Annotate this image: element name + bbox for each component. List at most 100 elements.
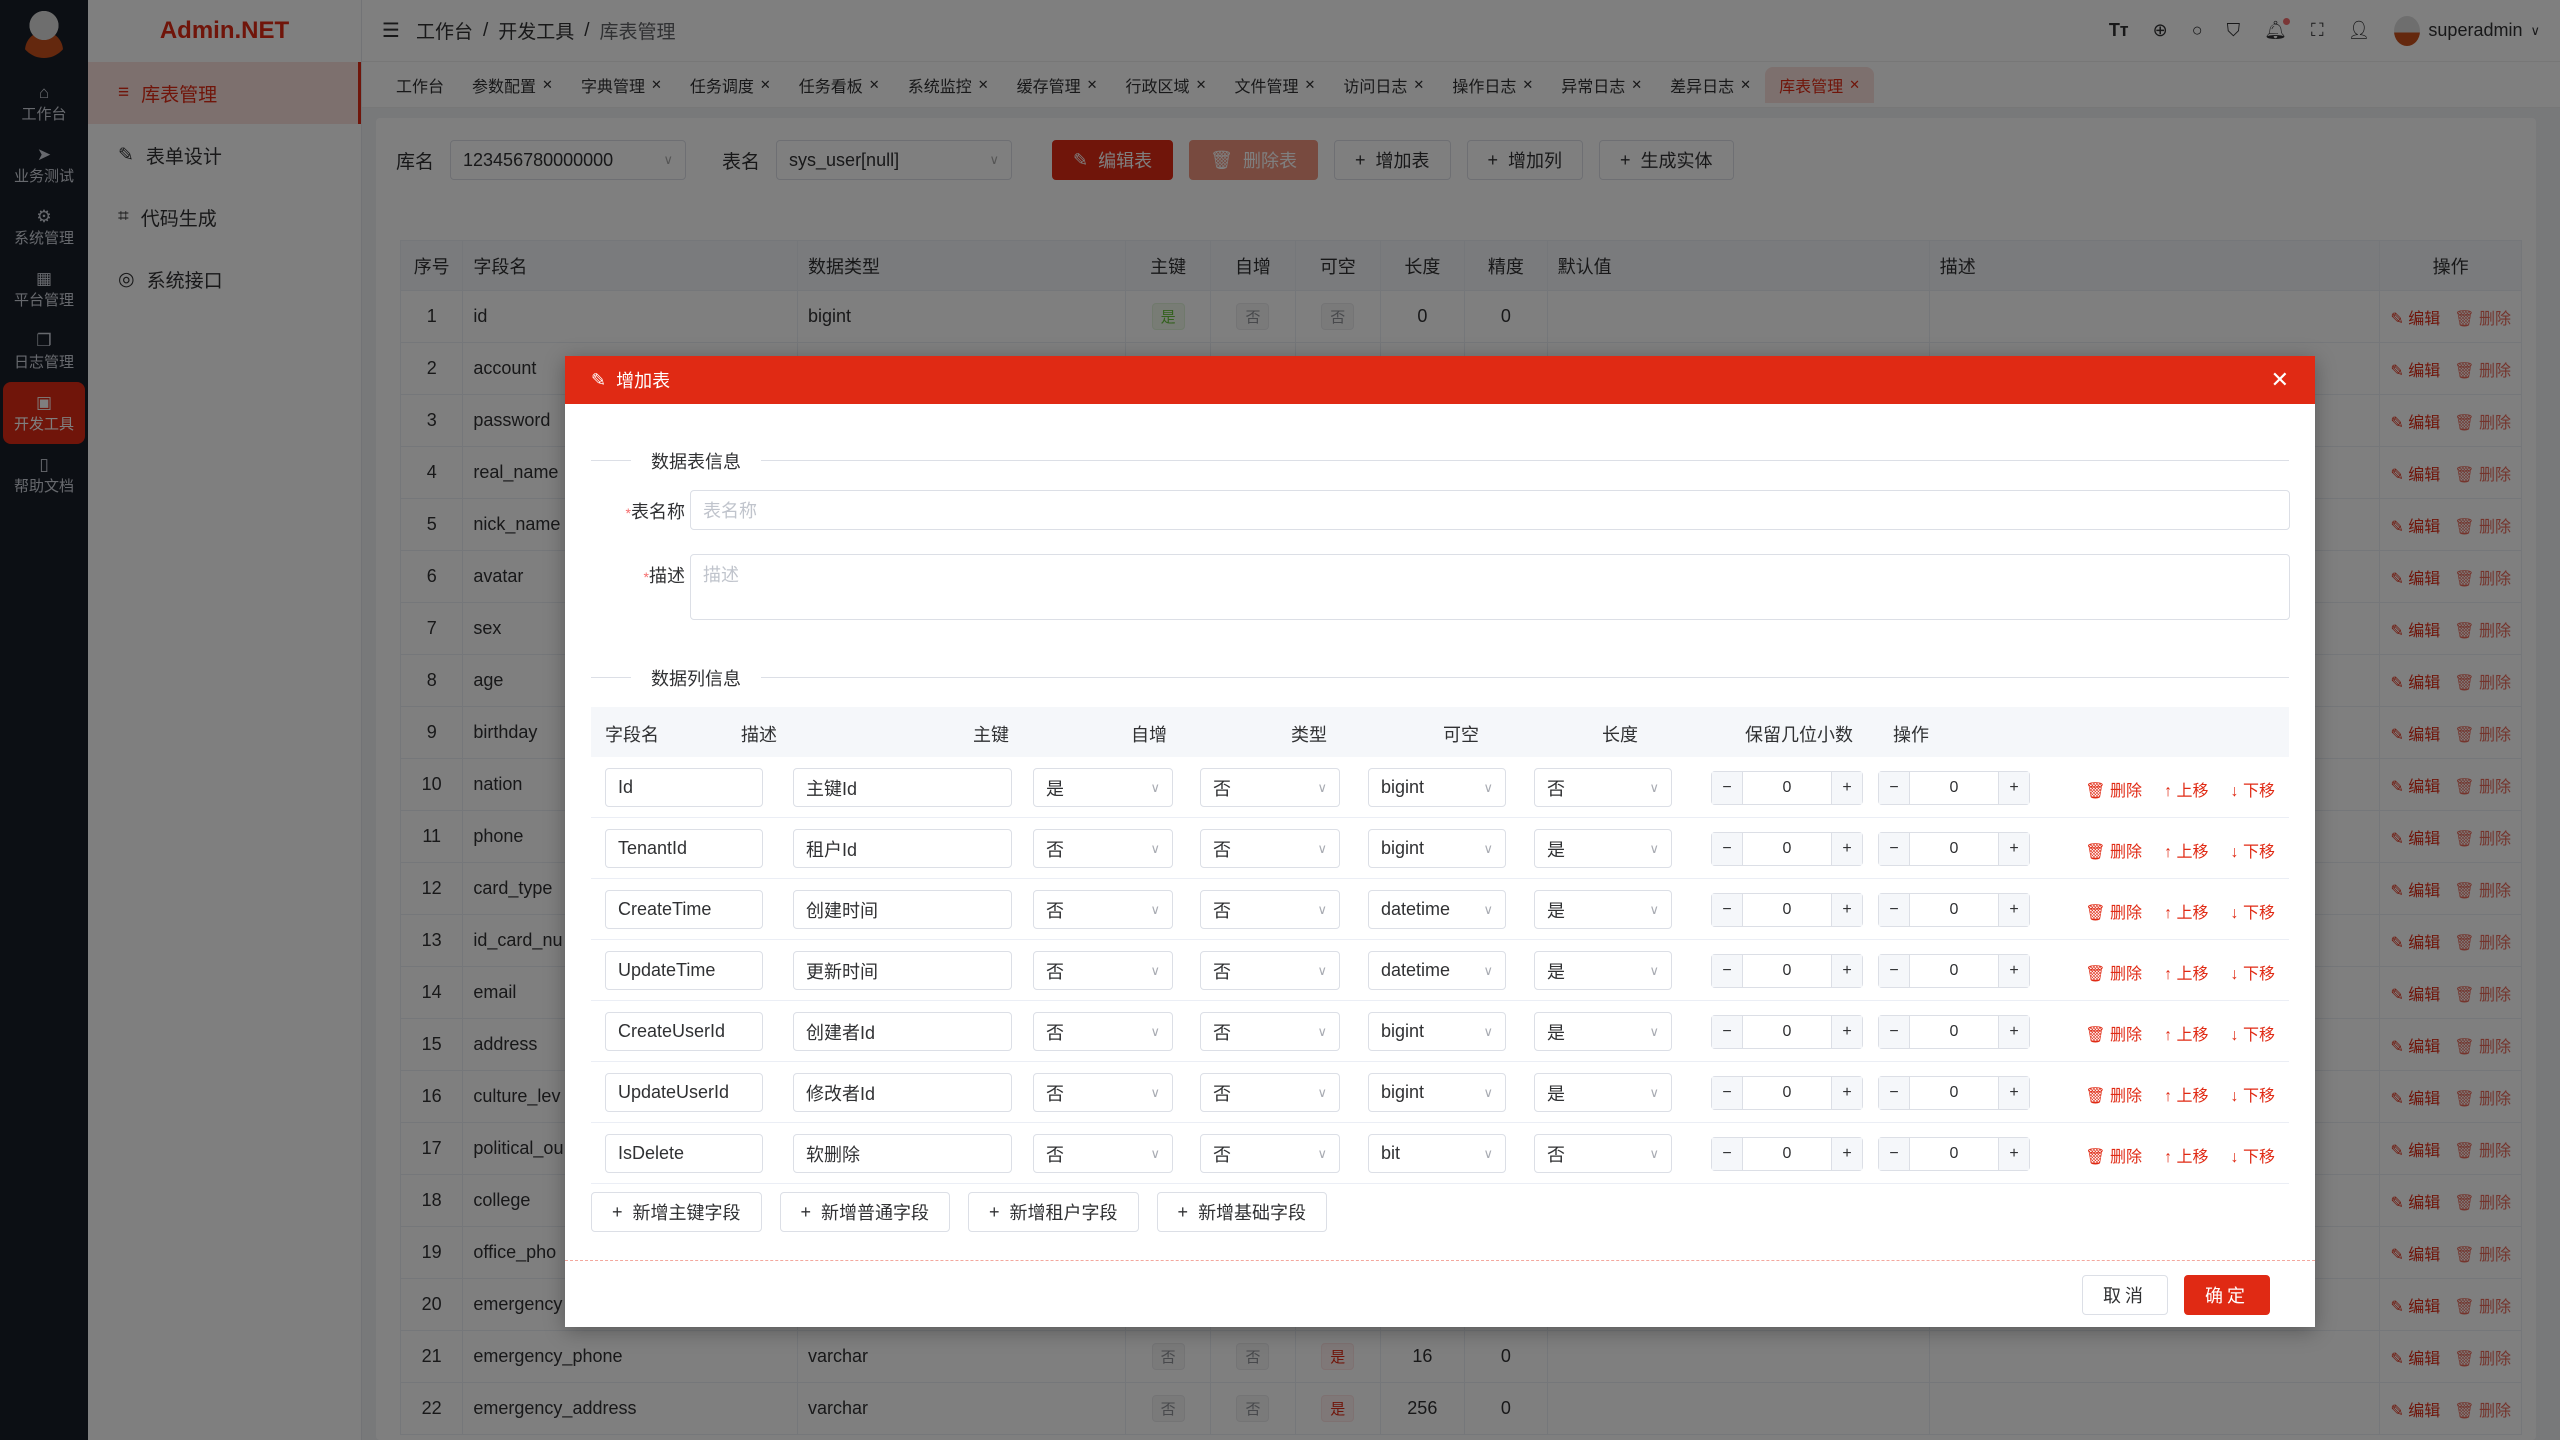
length-stepper-value[interactable]: 0	[1742, 955, 1832, 987]
delete-row-button[interactable]: 🗑︎ 删除	[2085, 1143, 2142, 1167]
auto-increment-select[interactable]: 否 ∨	[1200, 1012, 1340, 1051]
description-textarea[interactable]: 描述	[690, 554, 2290, 620]
move-up-button[interactable]: ↑ 上移	[2164, 960, 2208, 984]
field-name-input[interactable]: IsDelete	[605, 1134, 763, 1173]
auto-increment-select[interactable]: 否 ∨	[1200, 951, 1340, 990]
length-stepper[interactable]: −0 +	[1711, 1076, 1863, 1110]
plus-button[interactable]: +	[1999, 1016, 2029, 1048]
field-name-input[interactable]: Id	[605, 768, 763, 807]
plus-button[interactable]: +	[1832, 955, 1862, 987]
move-down-button[interactable]: ↓ 下移	[2231, 838, 2275, 862]
decimals-stepper-value[interactable]: 0	[1909, 1138, 1999, 1170]
minus-button[interactable]: −	[1879, 894, 1909, 926]
plus-button[interactable]: +	[1832, 772, 1862, 804]
auto-increment-select[interactable]: 否 ∨	[1200, 829, 1340, 868]
length-stepper[interactable]: −0 +	[1711, 1137, 1863, 1171]
delete-row-button[interactable]: 🗑︎ 删除	[2085, 838, 2142, 862]
plus-button[interactable]: +	[1999, 1138, 2029, 1170]
move-down-button[interactable]: ↓ 下移	[2231, 960, 2275, 984]
length-stepper-value[interactable]: 0	[1742, 894, 1832, 926]
auto-increment-select[interactable]: 否 ∨	[1200, 1134, 1340, 1173]
length-stepper-value[interactable]: 0	[1742, 1138, 1832, 1170]
description-input[interactable]: 创建时间	[793, 890, 1012, 929]
primary-key-select[interactable]: 否 ∨	[1033, 951, 1173, 990]
cancel-button[interactable]: 取消	[2082, 1275, 2168, 1315]
length-stepper[interactable]: −0 +	[1711, 893, 1863, 927]
plus-button[interactable]: +	[1832, 833, 1862, 865]
move-up-button[interactable]: ↑ 上移	[2164, 1021, 2208, 1045]
type-select[interactable]: bigint ∨	[1368, 1073, 1506, 1112]
field-name-input[interactable]: UpdateTime	[605, 951, 763, 990]
minus-button[interactable]: −	[1712, 1016, 1742, 1048]
nullable-select[interactable]: 是 ∨	[1534, 1073, 1672, 1112]
primary-key-select[interactable]: 否 ∨	[1033, 890, 1173, 929]
primary-key-select[interactable]: 否 ∨	[1033, 829, 1173, 868]
minus-button[interactable]: −	[1879, 1077, 1909, 1109]
length-stepper-value[interactable]: 0	[1742, 1077, 1832, 1109]
decimals-stepper[interactable]: −0 +	[1878, 1015, 2030, 1049]
decimals-stepper-value[interactable]: 0	[1909, 955, 1999, 987]
nullable-select[interactable]: 是 ∨	[1534, 890, 1672, 929]
primary-key-select[interactable]: 是 ∨	[1033, 768, 1173, 807]
move-up-button[interactable]: ↑ 上移	[2164, 838, 2208, 862]
decimals-stepper-value[interactable]: 0	[1909, 1077, 1999, 1109]
delete-row-button[interactable]: 🗑︎ 删除	[2085, 960, 2142, 984]
nullable-select[interactable]: 否 ∨	[1534, 768, 1672, 807]
length-stepper-value[interactable]: 0	[1742, 1016, 1832, 1048]
nullable-select[interactable]: 是 ∨	[1534, 829, 1672, 868]
type-select[interactable]: bigint ∨	[1368, 1012, 1506, 1051]
plus-button[interactable]: +	[1999, 955, 2029, 987]
move-up-button[interactable]: ↑ 上移	[2164, 1143, 2208, 1167]
length-stepper[interactable]: −0 +	[1711, 954, 1863, 988]
minus-button[interactable]: −	[1712, 894, 1742, 926]
nullable-select[interactable]: 是 ∨	[1534, 951, 1672, 990]
move-down-button[interactable]: ↓ 下移	[2231, 899, 2275, 923]
field-name-input[interactable]: UpdateUserId	[605, 1073, 763, 1112]
field-name-input[interactable]: CreateTime	[605, 890, 763, 929]
plus-button[interactable]: +	[1999, 772, 2029, 804]
table-name-input[interactable]: 表名称	[690, 490, 2290, 530]
decimals-stepper-value[interactable]: 0	[1909, 833, 1999, 865]
decimals-stepper[interactable]: −0 +	[1878, 893, 2030, 927]
delete-row-button[interactable]: 🗑︎ 删除	[2085, 1021, 2142, 1045]
delete-row-button[interactable]: 🗑︎ 删除	[2085, 777, 2142, 801]
length-stepper[interactable]: −0 +	[1711, 832, 1863, 866]
move-down-button[interactable]: ↓ 下移	[2231, 777, 2275, 801]
decimals-stepper[interactable]: −0 +	[1878, 771, 2030, 805]
field-name-input[interactable]: CreateUserId	[605, 1012, 763, 1051]
move-up-button[interactable]: ↑ 上移	[2164, 777, 2208, 801]
plus-button[interactable]: +	[1832, 1138, 1862, 1170]
minus-button[interactable]: −	[1712, 772, 1742, 804]
nullable-select[interactable]: 否 ∨	[1534, 1134, 1672, 1173]
plus-button[interactable]: +	[1999, 894, 2029, 926]
nullable-select[interactable]: 是 ∨	[1534, 1012, 1672, 1051]
type-select[interactable]: bigint ∨	[1368, 768, 1506, 807]
decimals-stepper[interactable]: −0 +	[1878, 1137, 2030, 1171]
close-icon[interactable]: ✕	[2270, 367, 2289, 392]
plus-button[interactable]: +	[1832, 1077, 1862, 1109]
plus-button[interactable]: +	[1999, 833, 2029, 865]
length-stepper[interactable]: −0 +	[1711, 1015, 1863, 1049]
minus-button[interactable]: −	[1879, 833, 1909, 865]
description-input[interactable]: 租户Id	[793, 829, 1012, 868]
move-down-button[interactable]: ↓ 下移	[2231, 1021, 2275, 1045]
minus-button[interactable]: −	[1879, 955, 1909, 987]
minus-button[interactable]: −	[1712, 1077, 1742, 1109]
delete-row-button[interactable]: 🗑︎ 删除	[2085, 899, 2142, 923]
description-input[interactable]: 创建者Id	[793, 1012, 1012, 1051]
minus-button[interactable]: −	[1712, 955, 1742, 987]
field-name-input[interactable]: TenantId	[605, 829, 763, 868]
move-down-button[interactable]: ↓ 下移	[2231, 1082, 2275, 1106]
add-field-button[interactable]: + 新增租户字段	[968, 1192, 1139, 1232]
description-input[interactable]: 修改者Id	[793, 1073, 1012, 1112]
auto-increment-select[interactable]: 否 ∨	[1200, 768, 1340, 807]
type-select[interactable]: datetime ∨	[1368, 890, 1506, 929]
plus-button[interactable]: +	[1832, 1016, 1862, 1048]
move-up-button[interactable]: ↑ 上移	[2164, 899, 2208, 923]
add-field-button[interactable]: + 新增基础字段	[1156, 1192, 1328, 1232]
description-input[interactable]: 主键Id	[793, 768, 1012, 807]
move-up-button[interactable]: ↑ 上移	[2164, 1082, 2208, 1106]
decimals-stepper[interactable]: −0 +	[1878, 1076, 2030, 1110]
move-down-button[interactable]: ↓ 下移	[2231, 1143, 2275, 1167]
minus-button[interactable]: −	[1879, 1016, 1909, 1048]
